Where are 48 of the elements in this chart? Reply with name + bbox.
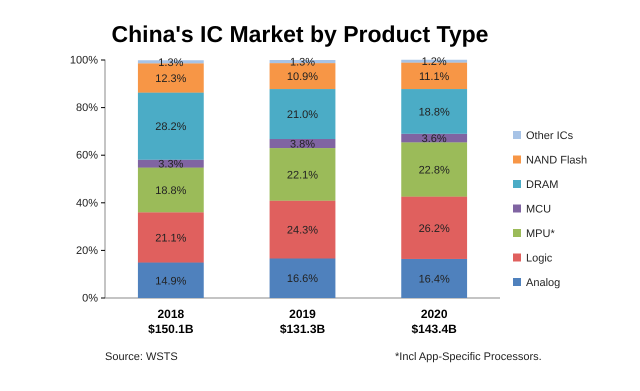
y-tick-label: 0% bbox=[82, 292, 98, 305]
data-label: 3.8% bbox=[290, 138, 316, 151]
source-note: Source: WSTS bbox=[105, 351, 178, 363]
bar bbox=[401, 258, 468, 298]
data-label: 10.9% bbox=[286, 71, 318, 84]
data-label: 22.8% bbox=[418, 164, 450, 176]
legend-label: Logic bbox=[526, 252, 553, 264]
x-tick-label: 2020 $143.4B bbox=[411, 307, 458, 336]
data-label: 21.0% bbox=[286, 109, 318, 122]
data-label: 26.2% bbox=[418, 222, 450, 235]
data-label: 28.2% bbox=[155, 121, 187, 134]
y-tick-label: 100% bbox=[70, 54, 98, 67]
bar bbox=[401, 89, 468, 134]
text: *Incl App-Specific Processors. bbox=[395, 351, 542, 363]
y-tick-label: 20% bbox=[76, 244, 98, 257]
data-label: 14.9% bbox=[155, 275, 187, 288]
data-label: 3.6% bbox=[422, 133, 447, 146]
data-label: 16.6% bbox=[286, 273, 318, 286]
data-label: 18.8% bbox=[418, 106, 450, 118]
data-label: 22.1% bbox=[286, 169, 318, 182]
bar bbox=[270, 258, 336, 298]
data-label: 21.1% bbox=[155, 232, 187, 244]
data-label: 12.3% bbox=[155, 72, 187, 85]
x-tick-label: 2018 $150.1B bbox=[148, 307, 194, 336]
y-tick-label: 80% bbox=[76, 102, 98, 114]
bar bbox=[401, 142, 468, 197]
legend-label: MCU bbox=[526, 204, 552, 216]
bar bbox=[138, 212, 204, 263]
legend-label: NAND Flash bbox=[526, 154, 588, 166]
bar bbox=[270, 200, 336, 258]
data-label: 18.8% bbox=[155, 184, 187, 197]
chart-title: China's IC Market by Product Type bbox=[112, 21, 488, 47]
bar bbox=[401, 196, 468, 259]
y-tick-label: 60% bbox=[76, 150, 98, 162]
data-label: 11.1% bbox=[418, 70, 450, 83]
bar bbox=[138, 168, 204, 212]
legend-label: Other ICs bbox=[526, 130, 574, 142]
data-label: 24.3% bbox=[286, 224, 318, 237]
bar bbox=[138, 92, 204, 160]
data-label: 16.4% bbox=[418, 273, 450, 286]
legend-label: DRAM bbox=[526, 179, 558, 191]
legend-label: MPU* bbox=[526, 228, 556, 240]
x-tick-label: 2019 $131.3B bbox=[280, 307, 326, 336]
y-tick-label: 40% bbox=[76, 197, 98, 210]
bar bbox=[270, 148, 336, 201]
bar bbox=[270, 89, 336, 140]
bar bbox=[138, 262, 204, 298]
legend-label: Analog bbox=[526, 277, 560, 289]
